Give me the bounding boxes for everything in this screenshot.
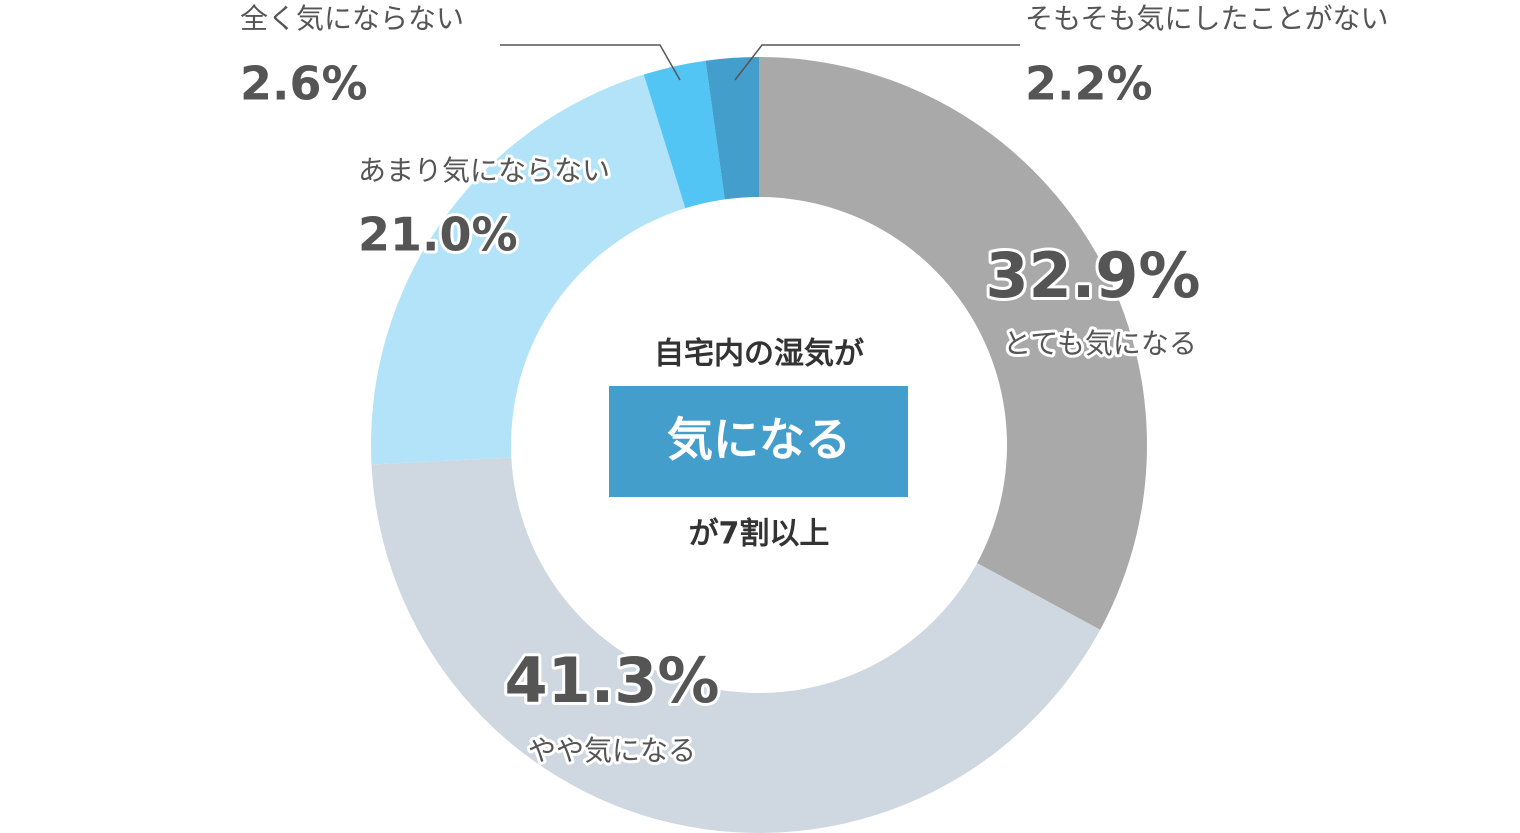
value-label: 32.9% bbox=[985, 239, 1200, 312]
value-label: 2.2% bbox=[1025, 57, 1153, 111]
category-label: やや気になる bbox=[528, 734, 696, 767]
leader-line bbox=[734, 44, 1020, 81]
category-label: 全く気にならない bbox=[240, 2, 464, 35]
donut bbox=[370, 57, 1147, 833]
donut-segment bbox=[371, 457, 1101, 833]
value-label: 2.6% bbox=[240, 57, 368, 111]
donut-segment bbox=[370, 74, 686, 465]
category-label: とても気になる bbox=[1003, 327, 1197, 360]
value-label: 21.0% bbox=[358, 208, 518, 262]
donut-segment bbox=[643, 60, 725, 209]
donut-segment bbox=[705, 57, 759, 200]
center-box bbox=[609, 386, 908, 497]
leader-line bbox=[500, 44, 681, 81]
center-text: 自宅内の湿気が bbox=[654, 337, 864, 372]
value-label: 41.3% bbox=[504, 644, 719, 717]
center-text: が7割以上 bbox=[689, 517, 830, 552]
donut-segment bbox=[759, 57, 1147, 630]
center-highlight: 気になる bbox=[667, 413, 851, 467]
category-label: あまり気にならない bbox=[358, 154, 610, 187]
category-label: そもそも気にしたことがない bbox=[1025, 2, 1388, 35]
